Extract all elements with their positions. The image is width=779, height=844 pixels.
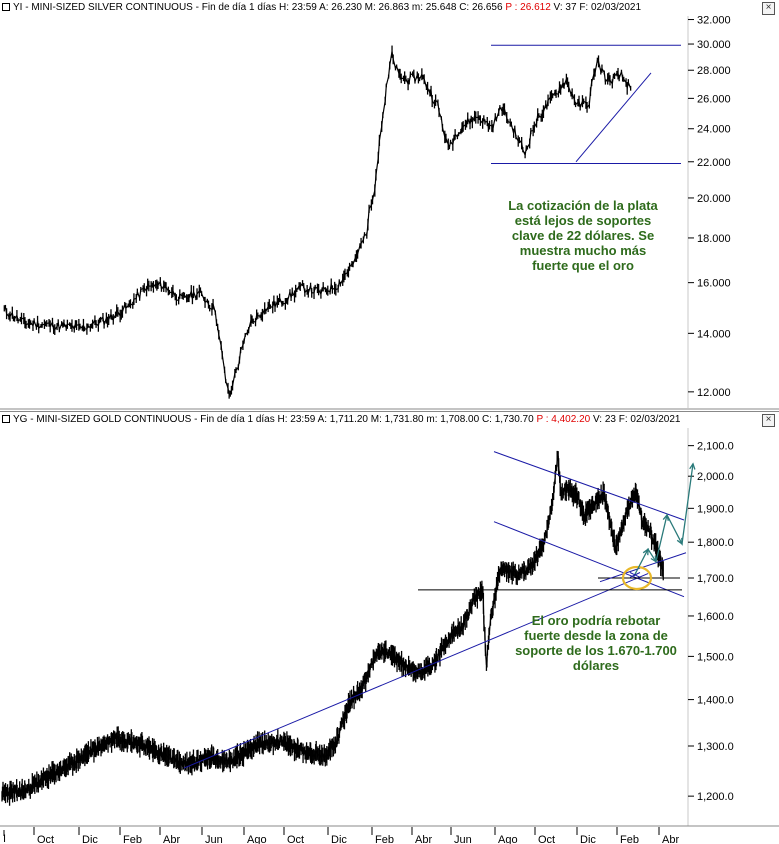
panel-toggle-icon[interactable] (2, 2, 10, 11)
x-tick-label: Ago (498, 834, 518, 844)
gold-c: C: 1,730.70 (481, 414, 534, 425)
silver-uptrend-line (575, 72, 652, 163)
y-tick-label: 1,200.0 (697, 791, 734, 803)
silver-m: M: 26.863 (364, 2, 410, 13)
gold-channel-lower-line (493, 521, 685, 598)
gold-projection-arrowhead (662, 513, 669, 521)
x-tick-label: Jun (205, 834, 223, 844)
gold-projection-path (633, 463, 694, 577)
x-tick-label: Dic (82, 834, 98, 844)
y-tick-label: 28.000 (697, 65, 731, 77)
y-tick-label: 26.000 (697, 93, 731, 105)
y-tick-label: 18.000 (697, 233, 731, 245)
x-tick-label: Abr (163, 834, 180, 844)
gold-p: P : 4,402.20 (536, 414, 591, 425)
silver-low: m: 25.648 (411, 2, 457, 13)
y-tick-label: 12.000 (697, 387, 731, 399)
gold-projection-arrowhead (650, 555, 657, 563)
y-tick-label: 1,500.0 (697, 651, 734, 663)
gold-projection-arrowhead (689, 462, 696, 470)
gold-f: F: 02/03/2021 (618, 414, 681, 425)
gold-projection-arrowhead (642, 547, 649, 556)
silver-period: Fin de día 1 días (201, 2, 277, 13)
gold-long-uptrend-line (183, 573, 649, 769)
silver-p: P : 26.612 (505, 2, 551, 13)
gold-projection-arrowhead (676, 537, 683, 546)
y-tick-label: 2,100.0 (697, 441, 734, 453)
gold-v: V: 23 (592, 414, 616, 425)
close-icon[interactable]: × (762, 414, 775, 427)
x-tick-label: Abr (662, 834, 679, 844)
silver-c: C: 26.656 (459, 2, 503, 13)
silver-h: H: 23:59 (279, 2, 317, 13)
silver-v: V: 37 (553, 2, 577, 13)
y-tick-label: 22.000 (697, 157, 731, 169)
gold-support-highlight (621, 565, 653, 591)
gold-price-line-group (1, 450, 664, 806)
silver-header: YI - MINI-SIZED SILVER CONTINUOUS - Fin … (0, 0, 779, 16)
x-tick-label: Feb (620, 834, 639, 844)
silver-symbol: YI - MINI-SIZED SILVER CONTINUOUS (13, 2, 193, 13)
gold-intersection-marker (629, 572, 641, 578)
panel-toggle-icon[interactable] (2, 414, 10, 423)
y-tick-label: 24.000 (697, 124, 731, 136)
silver-annotation: La cotización de la plata está lejos de … (508, 198, 658, 273)
silver-f: F: 02/03/2021 (579, 2, 642, 13)
gold-header: YG - MINI-SIZED GOLD CONTINUOUS - Fin de… (0, 411, 779, 428)
y-tick-label: 32.000 (697, 15, 731, 27)
gold-low: m: 1,708.00 (426, 414, 480, 425)
y-tick-label: 1,800.0 (697, 537, 734, 549)
y-tick-label: 1,600.0 (697, 611, 734, 623)
silver-a: A: 26.230 (319, 2, 362, 13)
y-tick-label: 1,700.0 (697, 573, 734, 585)
y-tick-label: 20.000 (697, 193, 731, 205)
y-tick-label: 16.000 (697, 278, 731, 290)
y-tick-label: 1,900.0 (697, 503, 734, 515)
y-tick-label: 1,300.0 (697, 741, 734, 753)
silver-price-line-group (3, 45, 632, 399)
gold-period: Fin de día 1 días (200, 414, 275, 425)
gold-symbol: YG - MINI-SIZED GOLD CONTINUOUS (13, 414, 192, 425)
x-tick-label: Abr (415, 834, 432, 844)
x-tick-label: Dic (580, 834, 596, 844)
x-tick-label: I (3, 833, 6, 844)
y-tick-label: 14.000 (697, 328, 731, 340)
y-tick-label: 30.000 (697, 39, 731, 51)
gold-annotation: El oro podría rebotar fuerte desde la zo… (515, 613, 677, 673)
x-tick-label: Jun (454, 834, 472, 844)
gold-a: A: 1,711.20 (317, 414, 368, 425)
y-tick-label: 2,000.0 (697, 471, 734, 483)
x-tick-label: Ago (247, 834, 267, 844)
gold-h: H: 23:59 (277, 414, 316, 425)
x-tick-label: Oct (538, 834, 555, 844)
gold-channel-upper-line (493, 451, 685, 521)
x-tick-label: Feb (123, 834, 142, 844)
x-tick-label: Feb (375, 834, 394, 844)
x-tick-label: Oct (287, 834, 304, 844)
close-icon[interactable]: × (762, 2, 775, 15)
x-tick-label: Dic (331, 834, 347, 844)
gold-m: M: 1,731.80 (370, 414, 424, 425)
x-tick-label: Oct (37, 834, 54, 844)
y-tick-label: 1,400.0 (697, 695, 734, 707)
